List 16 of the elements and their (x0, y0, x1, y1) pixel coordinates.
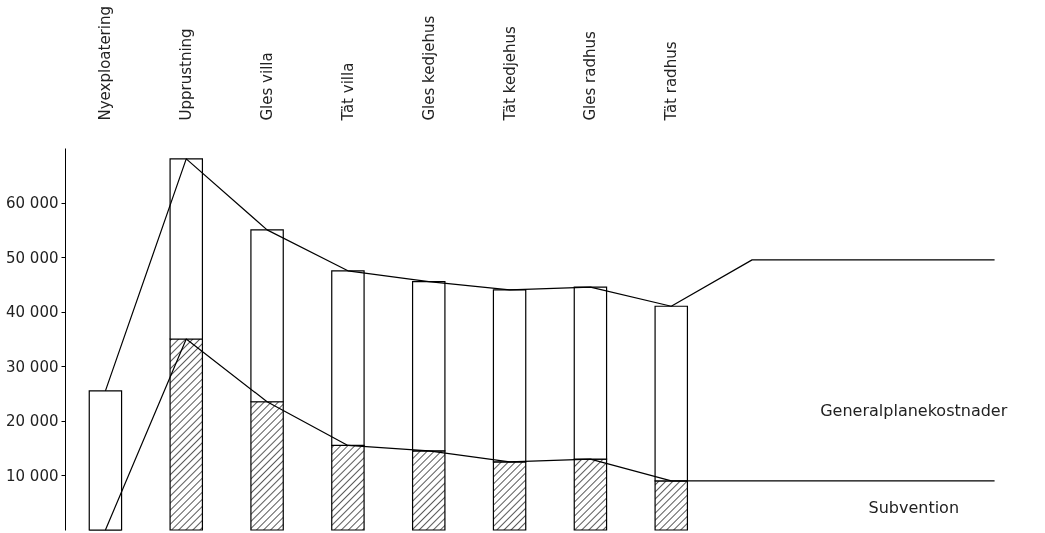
x-tick-label: Nyexploatering (96, 6, 115, 121)
y-tick-label: 60 000 (6, 194, 59, 213)
y-tick-label: 20 000 (6, 412, 59, 431)
y-tick-label: 10 000 (6, 466, 59, 485)
x-tick-label: Gles radhus (581, 31, 600, 121)
x-tick-label: Gles kedjehus (419, 15, 438, 121)
x-tick-label: Tät villa (338, 62, 357, 122)
text: Subvention (868, 497, 960, 517)
x-tick-label: Tät kedjehus (500, 25, 519, 122)
y-tick-label: 40 000 (6, 303, 59, 322)
y-tick-label: 30 000 (6, 357, 59, 376)
x-tick-label: Gles villa (258, 52, 277, 121)
text: Generalplanekostnader (820, 401, 1008, 421)
y-tick-label: 50 000 (6, 248, 59, 267)
x-tick-label: Upprustning (177, 28, 196, 121)
x-tick-label: Tät radhus (662, 41, 681, 122)
